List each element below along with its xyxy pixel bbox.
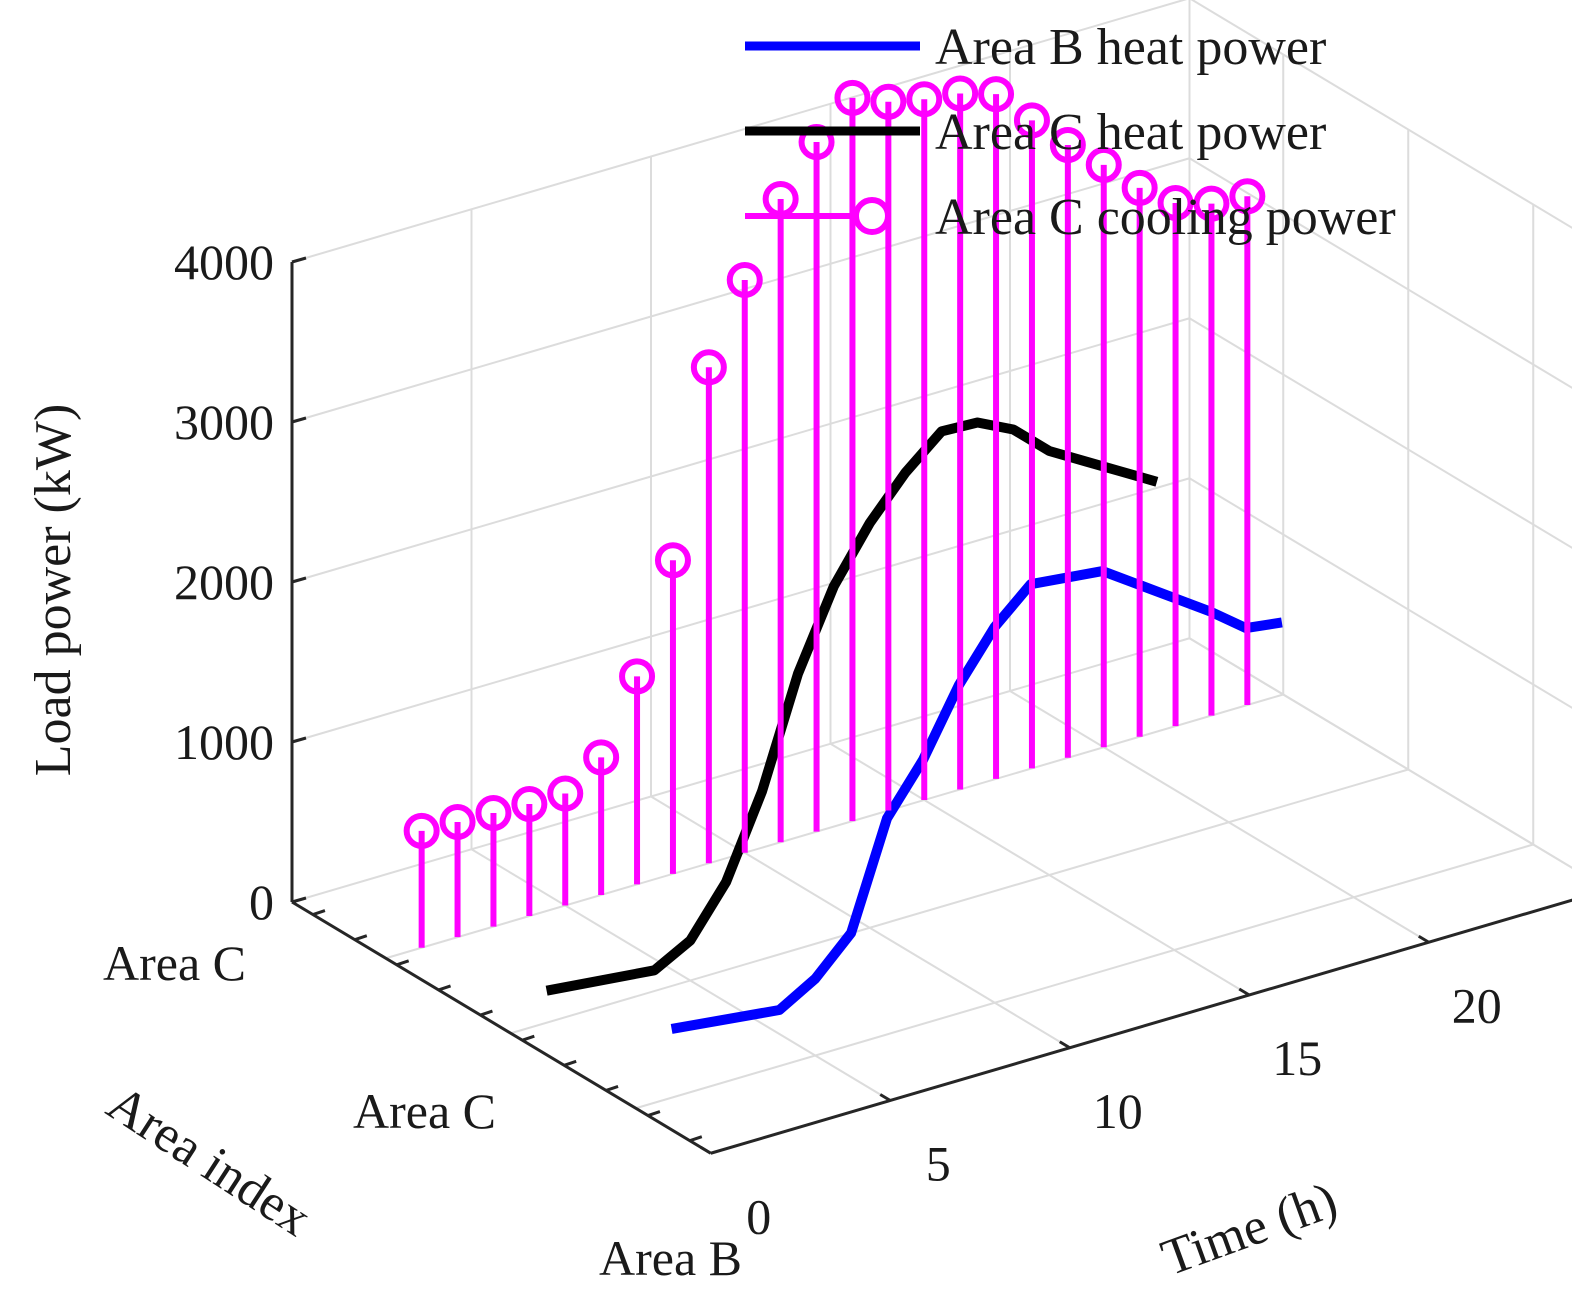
z-tick-mark-3 [291,416,307,424]
stem-marker-13 [870,83,907,120]
stem-marker-7 [654,542,691,579]
grid-line-power-side-1 [1188,477,1572,709]
y-tick-mark-8 [647,1110,661,1117]
z-tick-label-4: 4000 [174,234,274,290]
grid-line-power-back-1 [291,477,1190,743]
stem-marker-21 [1157,184,1194,221]
x-tick-mark-0 [699,1145,712,1155]
x-tick-mark-2 [1058,1040,1071,1050]
z-tick-label-3: 3000 [174,394,274,450]
x-tick-label-3: 15 [1272,1030,1322,1086]
y-tick-mark-5 [521,1034,535,1042]
x-tick-mark-1 [879,1093,892,1102]
grid-line-time-floor-4 [1009,690,1430,944]
stem-marker-12 [834,79,871,116]
z-tick-mark-4 [291,256,307,264]
x-axis-line [710,898,1572,1155]
y-axis-line [291,900,712,1155]
x-axis-label: Time (h) [1154,1172,1344,1288]
stem-marker-14 [906,81,943,118]
grid-line-time-floor-3 [829,742,1250,996]
z-axis-label: Load power (kW) [25,404,82,777]
legend-label-area-c-cooling: Area C cooling power [935,189,1396,246]
stem-marker-6 [619,658,656,695]
stem-marker-10 [762,181,799,217]
grid-line-power-back-3 [291,157,1190,423]
grid-line-time-floor-5 [1188,637,1572,869]
x-tick-label-2: 10 [1093,1083,1143,1139]
y-tick-mark-7 [605,1085,619,1092]
y-tick-label-2: Area B [599,1230,742,1286]
legend-label-area-b-heat: Area B heat power [935,19,1326,76]
grid-line-time-floor-1 [470,848,891,1102]
y-tick-mark-0 [312,909,326,916]
grid-line-power-back-2 [291,317,1190,583]
y-tick-mark-2 [396,959,410,967]
stem-marker-8 [690,349,727,386]
grid-line-power-side-4 [1190,0,1572,229]
grid [291,0,1572,1155]
y-tick-mark-1 [354,934,368,942]
stem-marker-17 [1013,102,1050,139]
y-tick-mark-3 [438,984,452,992]
y-tick-mark-6 [563,1059,577,1067]
stem-marker-4 [547,775,584,812]
z-tick-label-0: 0 [249,874,274,930]
legend-marker-area-c-cooling [853,197,891,235]
z-tick-label-2: 2000 [174,554,274,610]
z-tick-mark-2 [291,576,307,584]
legend-label-area-c-heat: Area C heat power [935,104,1326,161]
stem-marker-19 [1085,146,1122,183]
x-tick-mark-3 [1238,987,1251,997]
stem-marker-23 [1229,178,1266,215]
stem-marker-16 [978,76,1015,113]
legend: Area B heat power Area C heat power Area… [745,19,1396,246]
stem-marker-9 [726,261,763,298]
stem-marker-3 [511,786,548,823]
x-tick-label-0: 0 [746,1188,771,1244]
stem-marker-1 [439,803,476,840]
x-tick-label-1: 5 [926,1136,951,1192]
x-tick-mark-4 [1417,934,1430,944]
y-tick-label-1: Area C [353,1083,496,1139]
y-tick-mark-9 [689,1135,703,1143]
stem-marker-15 [942,75,979,112]
y-tick-mark-4 [479,1009,493,1017]
grid-line-area-floor-2 [635,843,1534,1110]
stem-marker-0 [403,812,440,849]
grid-line-power-back-4 [291,0,1188,263]
stem-marker-18 [1049,127,1086,163]
grid-line-power-back-0 [291,637,1190,903]
stem-marker-20 [1121,169,1158,206]
stem-marker-2 [475,795,512,831]
axes [290,256,1572,1155]
y-tick-label-0: Area C [103,935,246,991]
grid-line-power-side-2 [1188,317,1572,549]
grid-line-area-floor-1 [510,768,1409,1035]
stem-marker-5 [583,739,620,776]
y-axis-label: Area index [97,1075,321,1248]
z-tick-mark-0 [291,896,307,904]
grid-line-time-floor-2 [650,795,1071,1049]
grid-line-area-floor-0 [385,693,1284,960]
z-tick-mark-1 [291,736,307,744]
x-tick-label-4: 20 [1452,977,1502,1033]
stem-marker-22 [1193,185,1230,222]
z-tick-label-1: 1000 [174,714,274,770]
